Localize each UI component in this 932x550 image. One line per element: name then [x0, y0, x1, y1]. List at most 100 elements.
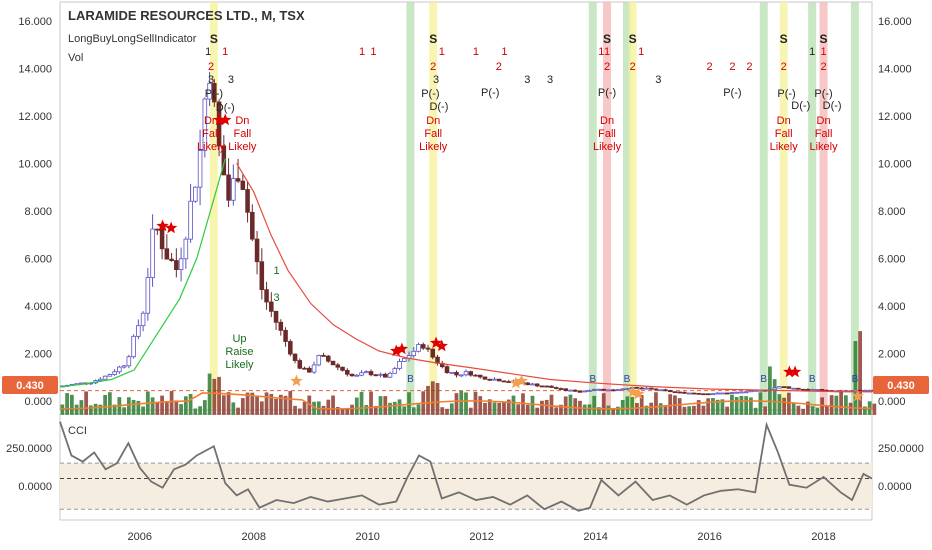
volume-bar	[392, 401, 397, 415]
wave-count-label: 2	[821, 61, 827, 73]
volume-bar	[597, 407, 601, 415]
candle-body	[857, 389, 863, 392]
volume-bar	[107, 392, 112, 415]
volume-bar	[459, 390, 464, 415]
volume-bar	[848, 402, 853, 415]
price-badge-right-text: 0.430	[887, 380, 915, 392]
volume-bar	[240, 398, 245, 415]
candle-body	[819, 388, 825, 391]
volume-bar	[207, 373, 212, 415]
likely-label: Likely	[225, 359, 254, 371]
cci-band	[60, 463, 872, 510]
volume-bar	[782, 397, 787, 415]
volume-bar	[297, 408, 302, 415]
volume-bar	[293, 405, 297, 415]
candle-body	[330, 360, 336, 366]
volume-bar	[644, 405, 649, 415]
candle-body	[212, 82, 217, 103]
candle-body	[136, 325, 141, 337]
price-pane[interactable]	[59, 1, 873, 411]
price-axis-tick-left: 14.000	[18, 63, 52, 75]
candle-body	[364, 371, 369, 374]
wave-count-label: 1	[222, 46, 228, 58]
wave-count-label: 3	[433, 74, 439, 86]
candle-body	[572, 389, 578, 392]
candle-body	[663, 389, 668, 392]
cci-axis-tick-right: 250.0000	[878, 443, 924, 455]
candle-body	[98, 378, 103, 381]
wave-count-label: 1	[501, 46, 507, 58]
candle-body	[691, 392, 697, 395]
cci-label: CCI	[68, 425, 87, 437]
candle-body	[430, 348, 436, 358]
volume-bar	[435, 383, 440, 415]
volume-bar	[787, 392, 791, 415]
candle-body	[235, 178, 241, 182]
candle-body	[226, 174, 231, 201]
volume-bar	[283, 395, 288, 415]
volume-bar	[772, 379, 777, 415]
candle-body	[734, 391, 739, 394]
volume-bar	[416, 404, 421, 415]
candle-body	[625, 388, 630, 390]
fall-label: Fall	[775, 128, 793, 140]
volume-bar	[179, 404, 183, 415]
price-axis-tick-left: 12.000	[18, 111, 52, 123]
candle-body	[340, 366, 345, 371]
cci-series-line	[59, 421, 873, 512]
volume-bar	[288, 391, 293, 415]
candle-body	[800, 388, 806, 391]
volume-bar	[430, 381, 435, 415]
volume-bar	[725, 406, 730, 415]
volume-bar	[478, 396, 483, 415]
ma-green-line	[59, 158, 226, 388]
candle-body	[701, 393, 706, 396]
signal-band	[429, 2, 438, 408]
buy-signal-label: B	[589, 374, 596, 385]
volume-bar	[359, 391, 364, 415]
candle-body	[425, 347, 431, 350]
d-minus-label: D(-)	[216, 102, 235, 114]
p-minus-label: P(-)	[723, 87, 741, 99]
volume-bar	[492, 402, 497, 415]
candle-body	[359, 372, 364, 376]
chart-title: LARAMIDE RESOURCES LTD., M, TSX	[68, 8, 305, 23]
dn-label: Dn	[235, 115, 249, 127]
candle-body	[667, 390, 673, 393]
volume-bar	[383, 396, 388, 415]
volume-bar	[112, 404, 117, 415]
volume-bar	[378, 396, 383, 415]
volume-bar	[763, 406, 768, 415]
likely-label: Likely	[197, 141, 226, 153]
wave-count-label: 3	[273, 292, 279, 304]
candle-body	[724, 392, 730, 395]
candle-body	[677, 391, 682, 394]
candle-body	[178, 258, 184, 271]
candle-body	[254, 238, 260, 263]
candle-body	[615, 389, 621, 391]
likely-label: Likely	[419, 141, 448, 153]
p-minus-label: P(-)	[814, 88, 832, 100]
candle-body	[368, 371, 374, 376]
price-axis-tick-left: 6.000	[24, 253, 52, 265]
volume-label: Vol	[68, 52, 83, 64]
price-axis-tick-right: 14.000	[878, 63, 912, 75]
volume-bar	[544, 399, 549, 415]
candle-body	[601, 388, 606, 391]
candles	[60, 72, 877, 396]
volume-bar	[630, 396, 635, 415]
candle-body	[786, 386, 792, 389]
sell-signal-label: S	[603, 32, 611, 46]
volume-bar	[606, 405, 611, 415]
star-marker	[156, 219, 169, 232]
indicator-label: LongBuyLongSellIndicator	[68, 33, 197, 45]
wave-count-label: 1	[273, 265, 279, 277]
candle-body	[686, 392, 692, 395]
volume-bar	[559, 404, 563, 415]
volume-bar	[236, 407, 240, 415]
star-marker	[851, 389, 864, 402]
volume-bar	[535, 407, 540, 415]
volume-bar	[454, 393, 459, 415]
wave-count-label: 2	[729, 61, 735, 73]
time-axis-tick: 2016	[697, 531, 721, 543]
